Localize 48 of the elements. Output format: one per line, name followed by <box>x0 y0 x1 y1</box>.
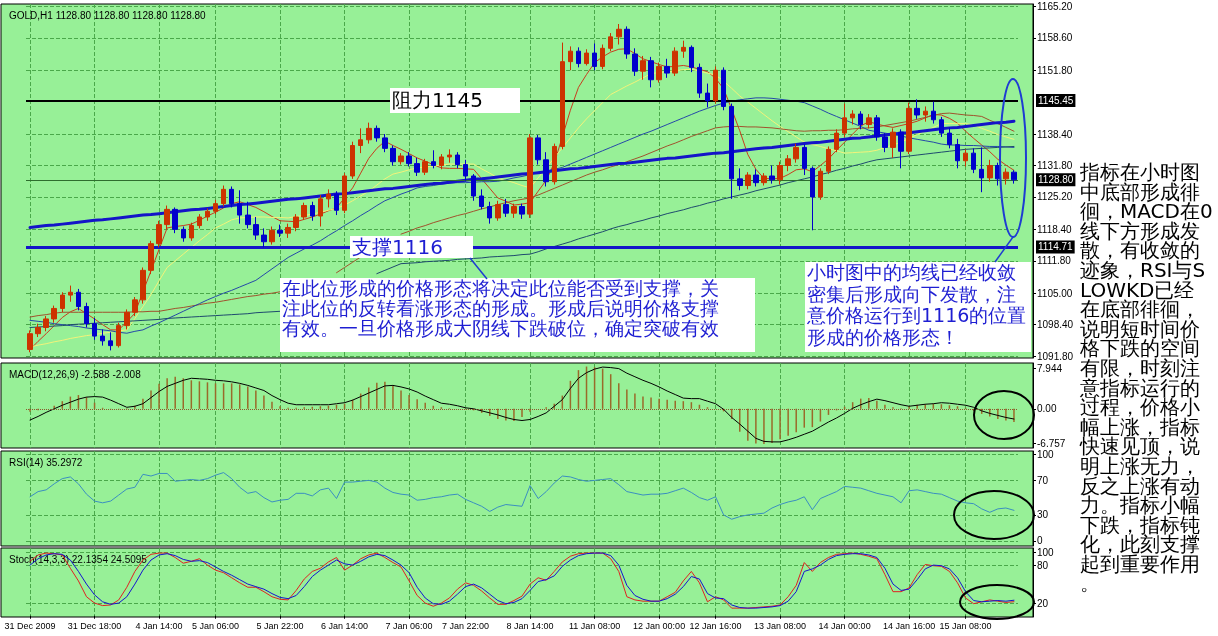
x-tick-label: 12 Jan 16:00 <box>689 620 742 631</box>
text: MACD(12,26,9) -2.588 -2.008 <box>9 368 142 380</box>
y-tick-label: 70 <box>1037 474 1049 486</box>
y-tick-label: 7.944 <box>1037 362 1063 374</box>
annotation: 在此位形成的价格形态将决定此位能否受到支撑，关注此位的反转看涨形态的形成。形成后说明价格支撑有效。一旦价格形成大阴线下跌破位，确定突破有效 <box>281 277 720 339</box>
x-tick-label: 7 Jan 06:00 <box>385 620 433 631</box>
y-tick-label: 0.00 <box>1037 403 1057 415</box>
y-tick-label: 1158.60 <box>1037 32 1073 44</box>
x-tick-label: 7 Jan 22:00 <box>442 620 490 631</box>
x-tick-label: 14 Jan 16:00 <box>883 620 936 631</box>
y-tick-label: -6.757 <box>1037 437 1066 449</box>
y-tick-label: 1105.00 <box>1037 287 1073 299</box>
x-tick-label: 6 Jan 14:00 <box>321 620 369 631</box>
x-tick-label: 31 Dec 18:00 <box>67 620 122 631</box>
y-tick-label: 1138.40 <box>1037 128 1073 140</box>
x-tick-label: 5 Jan 22:00 <box>256 620 304 631</box>
x-tick-label: 11 Jan 08:00 <box>568 620 621 631</box>
y-tick-label: 1091.80 <box>1037 350 1074 362</box>
text: RSI(14) 35.2972 <box>9 456 83 468</box>
y-tick-label: 80 <box>1037 559 1049 571</box>
x-tick-label: 8 Jan 14:00 <box>506 620 554 631</box>
y-tick-label: 100 <box>1037 546 1055 558</box>
y-tick-label: 1118.40 <box>1037 223 1073 235</box>
x-tick-label: 4 Jan 14:00 <box>135 620 183 631</box>
ref-line-label: 1128.80 <box>1038 174 1074 186</box>
x-tick-label: 31 Dec 2009 <box>4 620 56 631</box>
annotation: 阻力1145 <box>390 88 520 113</box>
y-tick-label: 20 <box>1037 597 1049 609</box>
text: 指标在小时图中底部形成徘徊，MACD在0线下方形成发散，有收敛的迹象，RSI与SLOWKD已经在底部徘徊，说明短时间价格下跌的空间有限，时刻注意指标运行的过程，价格小幅上涨，指标快速见顶，说明上涨无力，反之上涨有动力。指标小幅下跌，指标钝化，此刻支撑起到重要作用。 <box>1080 160 1213 596</box>
x-tick-label: 13 Jan 08:00 <box>754 620 807 631</box>
x-tick-label: 15 Jan 08:00 <box>939 620 992 631</box>
x-tick-label: 14 Jan 00:00 <box>818 620 871 631</box>
y-tick-label: 1125.20 <box>1037 191 1073 203</box>
x-tick-label: 5 Jan 06:00 <box>192 620 240 631</box>
y-tick-label: 30 <box>1037 509 1049 521</box>
text: GOLD,H1 1128.80 1128.80 1128.80 1128.80 <box>9 9 207 21</box>
ref-line-label: 1145.45 <box>1038 94 1074 106</box>
y-tick-label: 1131.80 <box>1037 160 1073 172</box>
ref-line-label: 1114.71 <box>1038 241 1074 253</box>
annotation: 小时图中的均线已经收敛密集后形成向下发散，注意价格运行到1116的位置形成的价格形态！ <box>806 261 1028 348</box>
y-tick-label: 100 <box>1037 448 1055 460</box>
annotation: 支撑1116 <box>350 235 473 259</box>
y-tick-label: 1151.80 <box>1037 64 1073 76</box>
y-tick-label: 1165.20 <box>1037 0 1073 12</box>
x-tick-label: 12 Jan 00:00 <box>633 620 686 631</box>
y-tick-label: 1098.40 <box>1037 319 1074 331</box>
y-tick-label: 0 <box>1037 535 1043 547</box>
y-tick-label: 1111.80 <box>1037 255 1072 267</box>
